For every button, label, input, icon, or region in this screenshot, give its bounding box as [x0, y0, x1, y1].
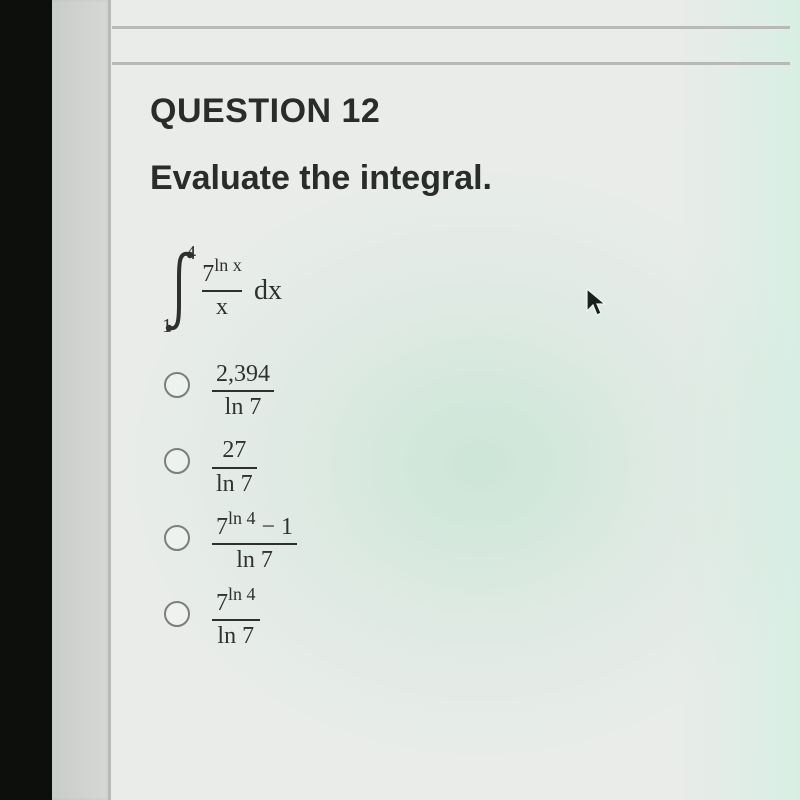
integral-expression: 4 1 7ln x x dx [164, 248, 770, 334]
question-content: QUESTION 12 Evaluate the integral. 4 1 7… [150, 92, 770, 668]
option-row[interactable]: 7ln 4 − 1 ln 7 [164, 515, 770, 573]
vertical-rule [108, 0, 111, 800]
option-denominator: ln 7 [212, 472, 257, 497]
option-fraction: 7ln 4 ln 7 [212, 591, 260, 649]
question-prompt: Evaluate the integral. [150, 159, 770, 198]
option-denominator: ln 7 [221, 395, 266, 420]
integral-lower-limit: 1 [162, 315, 172, 338]
question-label: QUESTION 12 [150, 92, 770, 131]
option-fraction: 2,394 ln 7 [212, 362, 274, 420]
option-row[interactable]: 7ln 4 ln 7 [164, 591, 770, 649]
differential: dx [254, 275, 282, 307]
option-fraction: 7ln 4 − 1 ln 7 [212, 515, 297, 573]
option-numerator: 27 [218, 438, 250, 463]
option-numerator: 2,394 [212, 362, 274, 387]
integral-sign: 4 1 [164, 248, 198, 334]
mouse-cursor-icon [585, 287, 607, 317]
integrand-fraction: 7ln x x [202, 262, 242, 320]
radio-button[interactable] [164, 525, 190, 551]
integrand-denominator: x [216, 295, 228, 320]
horizontal-rule-2 [112, 62, 790, 65]
option-fraction: 27 ln 7 [212, 438, 257, 496]
option-row[interactable]: 2,394 ln 7 [164, 362, 770, 420]
options-list: 2,394 ln 7 27 ln 7 7ln 4 − 1 ln 7 7ln 4 ln 7 [164, 362, 770, 650]
left-black-strip [0, 0, 52, 800]
page-viewport: QUESTION 12 Evaluate the integral. 4 1 7… [0, 0, 800, 800]
radio-button[interactable] [164, 601, 190, 627]
radio-button[interactable] [164, 448, 190, 474]
option-numerator: 7ln 4 [212, 591, 260, 616]
integrand-numerator: 7ln x [202, 262, 242, 287]
option-numerator: 7ln 4 − 1 [212, 515, 297, 540]
horizontal-rule-1 [112, 26, 790, 29]
radio-button[interactable] [164, 372, 190, 398]
option-row[interactable]: 27 ln 7 [164, 438, 770, 496]
option-denominator: ln 7 [213, 624, 258, 649]
integral-upper-limit: 4 [186, 242, 196, 265]
option-denominator: ln 7 [232, 548, 277, 573]
left-gray-margin [52, 0, 110, 800]
